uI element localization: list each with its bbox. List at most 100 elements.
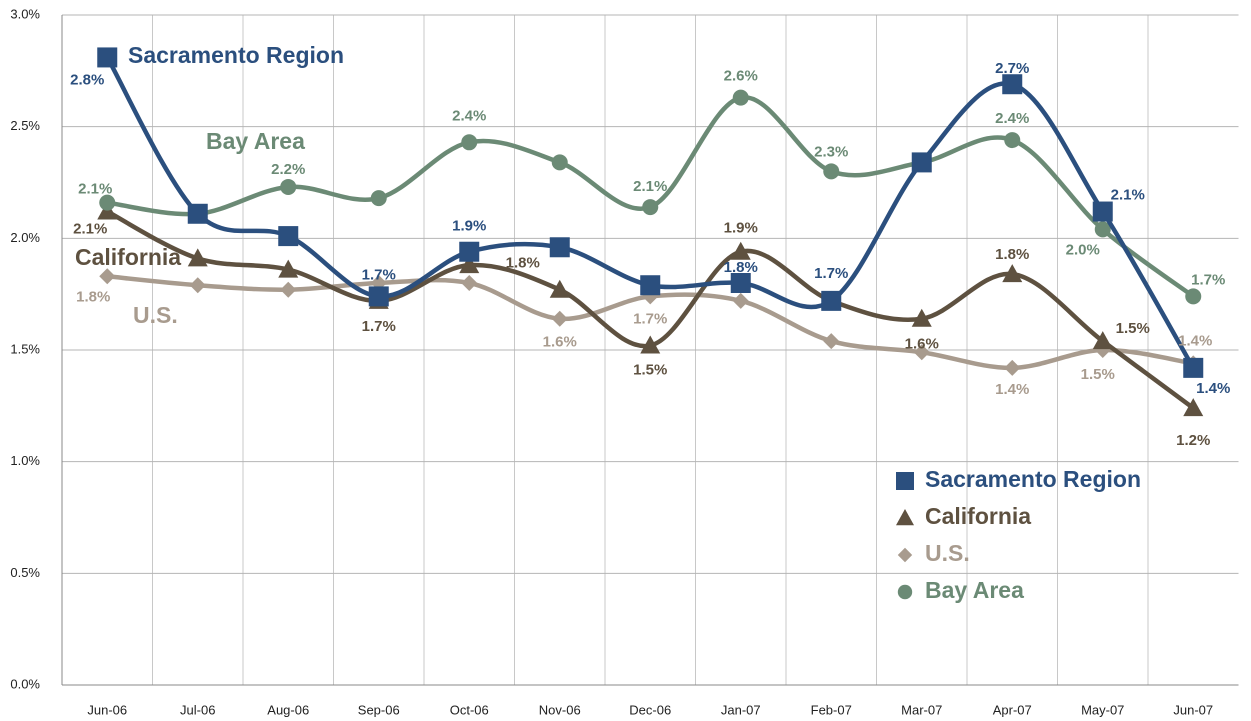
- y-tick-label: 0.5%: [10, 565, 40, 580]
- data-label: 2.1%: [78, 181, 112, 198]
- point: [730, 273, 751, 293]
- data-label: 2.3%: [814, 143, 848, 160]
- point: [732, 89, 749, 106]
- point: [1185, 288, 1202, 305]
- data-label: 1.6%: [905, 336, 939, 353]
- point: [732, 292, 749, 309]
- y-tick-label: 2.5%: [10, 118, 40, 133]
- data-label: 1.5%: [1081, 366, 1115, 383]
- data-label: 1.4%: [1196, 380, 1230, 397]
- data-label: 1.6%: [543, 334, 577, 351]
- x-tick-label: Nov-06: [539, 702, 581, 717]
- y-tick-label: 1.5%: [10, 341, 40, 356]
- x-tick-label: Jan-07: [721, 702, 761, 717]
- point: [1004, 359, 1021, 376]
- x-tick-label: Feb-07: [811, 702, 852, 717]
- data-label: 1.4%: [1178, 332, 1212, 349]
- legend-label: Sacramento Region: [925, 466, 1141, 492]
- data-label: 2.0%: [1066, 241, 1100, 258]
- data-label: 1.9%: [724, 220, 758, 237]
- point: [187, 248, 208, 267]
- data-label: 1.8%: [995, 246, 1029, 263]
- point: [823, 333, 840, 350]
- data-label: 1.9%: [452, 218, 486, 235]
- point: [1183, 398, 1204, 417]
- point: [1183, 357, 1204, 378]
- x-tick-label: Jul-06: [180, 702, 215, 717]
- point: [640, 335, 661, 354]
- data-label: 1.2%: [1176, 432, 1210, 449]
- point: [1002, 74, 1023, 95]
- point: [1004, 132, 1021, 149]
- point: [459, 255, 480, 274]
- data-label: 2.6%: [724, 68, 758, 85]
- point: [730, 241, 751, 260]
- y-tick-label: 2.0%: [10, 230, 40, 245]
- data-label: 2.4%: [995, 110, 1029, 127]
- point: [642, 199, 659, 216]
- point: [97, 47, 118, 68]
- series-label: Sacramento Region: [128, 42, 344, 68]
- series-label: California: [75, 244, 181, 270]
- data-label: 1.7%: [814, 265, 848, 282]
- data-label: 2.2%: [271, 161, 305, 178]
- point: [913, 344, 930, 361]
- data-label: 1.7%: [362, 318, 396, 335]
- point: [187, 203, 208, 224]
- point: [549, 279, 570, 298]
- x-tick-label: Sep-06: [358, 702, 400, 717]
- x-tick-label: Jun-06: [87, 702, 127, 717]
- point: [99, 268, 116, 285]
- point: [823, 163, 840, 180]
- point: [99, 194, 116, 211]
- data-label: 2.1%: [1111, 187, 1145, 204]
- series-label: U.S.: [133, 302, 178, 328]
- point: [897, 584, 913, 600]
- point: [821, 290, 842, 311]
- series-label: Bay Area: [206, 128, 305, 154]
- x-tick-label: Apr-07: [993, 702, 1032, 717]
- point: [549, 237, 570, 258]
- y-tick-label: 3.0%: [10, 6, 40, 21]
- point: [280, 178, 297, 195]
- data-label: 2.7%: [995, 60, 1029, 77]
- point: [1002, 264, 1023, 283]
- data-label: 1.5%: [633, 362, 667, 379]
- data-label: 2.4%: [452, 107, 486, 124]
- point: [551, 310, 568, 327]
- data-label: 1.8%: [506, 255, 540, 272]
- data-label: 2.1%: [633, 178, 667, 195]
- data-label: 1.8%: [724, 259, 758, 276]
- point: [368, 286, 389, 307]
- x-tick-label: Aug-06: [267, 702, 309, 717]
- point: [1094, 221, 1111, 238]
- data-label: 1.8%: [76, 288, 110, 305]
- point: [280, 281, 297, 298]
- point: [896, 472, 914, 490]
- point: [1092, 331, 1113, 350]
- point: [278, 259, 299, 278]
- x-tick-label: May-07: [1081, 702, 1124, 717]
- point: [461, 275, 478, 291]
- legend-label: California: [925, 503, 1031, 529]
- point: [189, 277, 206, 294]
- x-tick-label: Jun-07: [1173, 702, 1213, 717]
- point: [459, 241, 480, 262]
- y-tick-label: 0.0%: [10, 676, 40, 691]
- x-tick-label: Mar-07: [901, 702, 942, 717]
- point: [1092, 201, 1113, 222]
- point: [911, 152, 932, 173]
- point: [461, 134, 478, 151]
- point: [897, 547, 913, 563]
- y-tick-label: 1.0%: [10, 453, 40, 468]
- data-label: 1.7%: [1191, 271, 1225, 288]
- point: [278, 226, 299, 247]
- point: [911, 308, 932, 327]
- data-label: 1.7%: [362, 266, 396, 283]
- point: [896, 509, 914, 526]
- legend-label: Bay Area: [925, 577, 1024, 603]
- data-label: 1.7%: [633, 310, 667, 327]
- x-tick-label: Dec-06: [629, 702, 671, 717]
- data-label: 2.1%: [73, 221, 107, 238]
